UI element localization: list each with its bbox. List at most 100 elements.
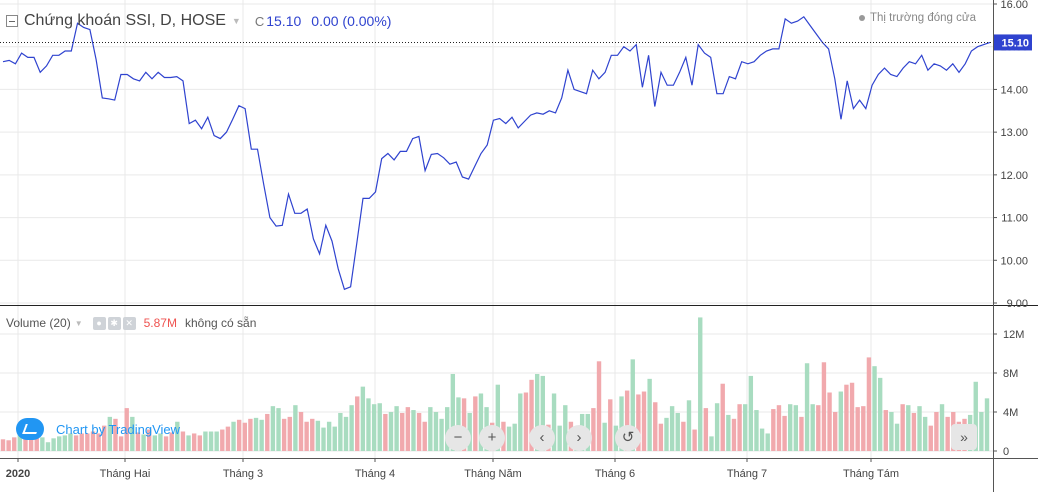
close-label: C [254,13,265,29]
volume-bar [0,439,6,451]
volume-bar [214,431,219,451]
volume-bar [534,373,540,451]
volume-bar [12,437,17,451]
market-status-text: Thị trường đóng cửa [869,12,976,24]
volume-tick-label: 8M [1003,368,1018,380]
volume-bar [130,416,135,451]
volume-bar [310,418,315,451]
volume-bar [804,363,810,451]
volume-bar [186,435,191,451]
branding-label: Chart by TradingView [56,421,181,437]
volume-bar [394,406,399,451]
chevron-down-icon[interactable]: ▼ [74,318,83,328]
volume-bar [371,404,377,451]
volume-bar [242,422,247,451]
volume-bar [411,410,416,451]
volume-bar [338,412,343,451]
volume-bar [270,406,276,451]
scroll-left-button[interactable]: ‹ [529,425,555,451]
time-tick-label: Tháng 6 [595,468,635,480]
volume-bar [495,384,501,451]
volume-bar [900,404,905,451]
volume-title[interactable]: Volume (20) [6,316,71,330]
volume-bar [529,379,534,451]
volume-bars [0,317,990,451]
volume-bar [416,412,422,451]
volume-bar [799,416,804,451]
symbol-title[interactable]: Chứng khoán SSI, D, HOSE [24,12,226,29]
volume-bar [118,436,124,451]
volume-bar [506,426,512,451]
time-tick-label: Tháng Năm [464,468,521,480]
gear-icon[interactable]: ✱ [107,316,121,330]
volume-bar [34,436,39,451]
time-tick-label: Tháng 4 [355,468,395,480]
volume-bar [709,436,714,451]
volume-bar [141,434,146,451]
volume-bar [135,432,141,451]
reset-chart-button[interactable]: ↺ [615,425,641,451]
zoom-out-button[interactable]: − [445,425,471,451]
volume-bar [518,393,523,451]
volume-bar [315,420,321,451]
close-icon[interactable]: ✕ [122,316,136,330]
volume-bar [107,416,113,451]
volume-bar [810,404,815,451]
close-value: 15.10 [266,13,302,29]
volume-bar [259,419,264,451]
volume-bar [726,414,731,451]
volume-bar [197,435,202,451]
volume-bar [360,386,366,451]
scroll-to-latest-button[interactable]: » [951,424,977,450]
volume-bar [265,413,270,451]
volume-bar [782,415,787,451]
volume-bar [175,421,180,451]
volume-bar [169,432,174,451]
volume-bar [619,396,624,451]
volume-bar [877,377,883,451]
eye-icon[interactable]: ● [92,316,106,330]
time-tick-label: 2020 [6,468,30,480]
volume-bar [776,405,782,451]
zoom-in-button[interactable]: + [479,425,505,451]
volume-bar [208,431,214,451]
collapse-legend-icon[interactable] [6,15,18,27]
last-price-badge [994,34,1032,51]
volume-bar [827,392,832,451]
volume-bar [838,391,843,451]
market-status[interactable]: Thị trường đóng cửa [858,12,976,24]
volume-bar [478,393,484,451]
volume-bar [849,382,855,451]
tradingview-branding[interactable]: Chart by TradingView [16,418,180,440]
volume-bar [816,405,821,451]
volume-bar [737,404,742,451]
volume-bar [68,433,73,451]
volume-bar [461,398,467,451]
volume-bar [748,375,754,451]
volume-bar [40,437,45,451]
volume-bar [669,406,675,451]
volume-bar [231,421,236,451]
volume-bar [675,412,680,451]
volume-bar [557,425,562,451]
main-legend: Chứng khoán SSI, D, HOSE ▼ C 15.10 0.00 … [6,10,391,32]
chevron-down-icon[interactable]: ▼ [231,16,241,26]
volume-bar [225,426,231,451]
volume-bar [450,373,456,451]
volume-bar [743,404,748,451]
last-price-label: 15.10 [1001,37,1029,49]
volume-bar [433,412,439,451]
volume-unavailable: không có sẵn [184,316,257,330]
volume-value: 5.87M [143,316,177,330]
scroll-right-button[interactable]: › [566,425,592,451]
volume-bar [540,375,545,451]
volume-bar [945,416,950,451]
volume-bar [765,433,770,451]
volume-bar [90,431,96,451]
volume-bar [298,412,304,451]
price-tick-label: 9.00 [1007,298,1028,310]
tradingview-logo-icon [16,418,44,440]
price-tick-label: 10.00 [1000,255,1028,267]
